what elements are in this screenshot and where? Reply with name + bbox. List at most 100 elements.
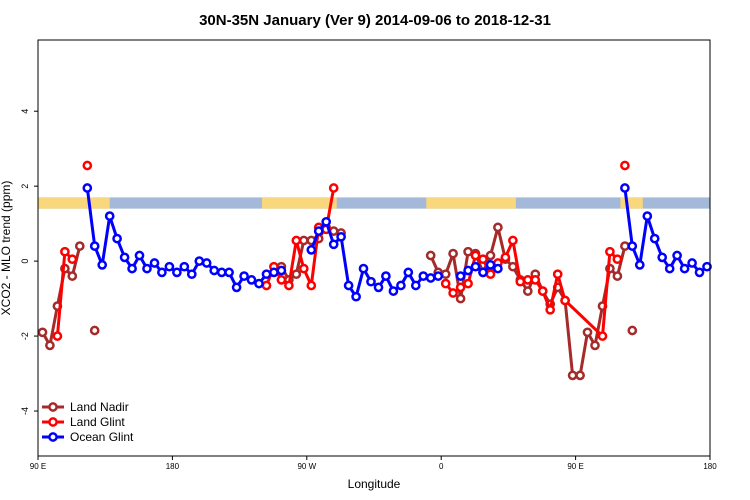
data-point-land-nadir: [291, 269, 302, 280]
data-point-ocean-glint: [89, 241, 100, 251]
data-point-ocean-glint: [194, 256, 205, 266]
data-point-land-glint: [552, 269, 563, 280]
data-point-ocean-glint: [112, 233, 122, 244]
data-point-land-glint: [530, 275, 541, 285]
data-point-land-nadir: [582, 327, 593, 338]
data-point-land-glint: [522, 275, 533, 285]
data-point-ocean-glint: [231, 282, 242, 293]
data-point-land-glint: [60, 246, 70, 257]
data-point-ocean-glint: [381, 271, 391, 281]
data-point-land-nadir: [508, 261, 518, 272]
y-tick-label: 0: [20, 259, 30, 264]
data-point-ocean-glint: [164, 261, 175, 272]
data-point-ocean-glint: [134, 250, 145, 261]
series-land-glint: [52, 160, 630, 341]
data-point-ocean-glint: [664, 263, 675, 274]
data-point-ocean-glint: [418, 271, 429, 281]
plot-frame: [37, 39, 711, 457]
data-point-land-glint: [298, 263, 309, 274]
data-point-land-nadir: [74, 241, 85, 251]
data-point-ocean-glint: [336, 231, 346, 242]
data-point-ocean-glint: [702, 261, 712, 272]
data-point-ocean-glint: [254, 278, 264, 289]
data-point-ocean-glint: [366, 276, 376, 287]
land-band-segment: [426, 197, 516, 209]
data-point-land-glint: [261, 280, 272, 291]
data-point-ocean-glint: [396, 280, 406, 291]
land-ocean-band: [38, 197, 710, 209]
data-point-ocean-glint: [672, 250, 682, 261]
data-point-land-glint: [67, 254, 78, 265]
y-axis: -4 -2 0 2 4: [20, 109, 38, 415]
legend-label: Land Nadir: [70, 400, 129, 414]
y-tick-label: -4: [20, 407, 30, 415]
data-point-ocean-glint: [313, 226, 324, 236]
x-tick-label: 180: [703, 462, 717, 471]
x-axis: 90 E 180 90 W 0 90 E 180: [30, 456, 717, 471]
data-point-land-nadir: [627, 325, 638, 336]
data-point-ocean-glint: [463, 265, 473, 276]
data-point-land-glint: [605, 246, 615, 257]
x-tick-label: 90 W: [297, 462, 316, 471]
data-point-ocean-glint: [485, 260, 496, 270]
y-tick-label: 4: [20, 109, 30, 114]
data-point-land-glint: [284, 280, 294, 291]
data-point-land-nadir: [620, 241, 630, 251]
ocean-band: [38, 197, 710, 209]
data-point-ocean-glint: [276, 265, 287, 276]
data-point-land-glint: [306, 280, 317, 291]
data-point-ocean-glint: [351, 291, 361, 302]
data-point-ocean-glint: [246, 275, 257, 285]
data-point-ocean-glint: [649, 233, 660, 244]
data-point-ocean-glint: [97, 260, 108, 270]
data-point-ocean-glint: [493, 263, 503, 274]
data-point-ocean-glint: [186, 269, 197, 280]
data-point-ocean-glint: [269, 267, 279, 278]
data-point-ocean-glint: [410, 280, 421, 291]
data-point-land-glint: [478, 254, 488, 265]
data-point-land-nadir: [463, 246, 473, 257]
data-point-ocean-glint: [455, 271, 466, 281]
data-point-land-glint: [508, 235, 518, 246]
data-point-land-nadir: [485, 250, 496, 261]
data-point-land-glint: [82, 160, 93, 171]
land-band-segment: [262, 197, 337, 209]
data-point-land-glint: [485, 269, 496, 280]
data-point-land-glint: [52, 331, 63, 341]
data-point-land-nadir: [493, 222, 503, 233]
data-point-land-nadir: [45, 340, 55, 351]
data-point-ocean-glint: [321, 216, 332, 227]
data-point-ocean-glint: [425, 273, 436, 283]
data-point-ocean-glint: [373, 282, 384, 293]
data-point-land-glint: [500, 252, 511, 263]
data-point-land-glint: [560, 295, 570, 306]
data-point-ocean-glint: [687, 258, 697, 268]
data-point-land-nadir: [425, 250, 436, 261]
x-axis-label: Longitude: [348, 477, 401, 491]
data-point-land-nadir: [37, 327, 48, 338]
data-point-land-glint: [455, 282, 466, 293]
data-point-land-glint: [440, 278, 451, 289]
data-point-land-nadir: [612, 271, 623, 281]
data-point-land-glint: [545, 304, 556, 315]
data-point-land-nadir: [448, 248, 458, 259]
data-point-ocean-glint: [127, 263, 137, 274]
data-point-ocean-glint: [261, 269, 272, 280]
legend-swatch-marker: [48, 402, 58, 412]
data-point-land-glint: [463, 278, 473, 289]
series-ocean-glint: [82, 183, 712, 302]
data-point-land-glint: [448, 288, 458, 298]
x-tick-label: 180: [166, 462, 180, 471]
data-point-land-glint: [537, 286, 548, 296]
data-point-ocean-glint: [306, 245, 317, 255]
data-point-ocean-glint: [657, 252, 668, 263]
data-point-ocean-glint: [142, 263, 152, 274]
data-point-ocean-glint: [172, 267, 182, 278]
data-point-ocean-glint: [82, 183, 93, 193]
data-point-ocean-glint: [627, 241, 638, 251]
x-tick-label: 0: [439, 462, 444, 471]
data-point-land-nadir: [575, 370, 585, 381]
data-point-ocean-glint: [149, 258, 160, 268]
